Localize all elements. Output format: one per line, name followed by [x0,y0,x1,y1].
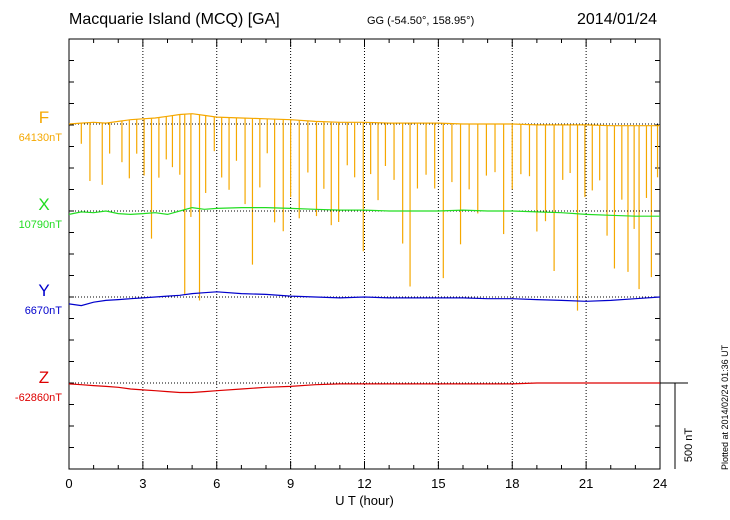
series-line-z [68,382,660,394]
tick-label-12: 12 [357,476,371,491]
station-coordinates: GG (-54.50°, 158.95°) [367,15,475,27]
series-name-y: Y [38,281,49,300]
x-axis-label: U T (hour) [335,493,394,508]
tick-label-24: 24 [653,476,667,491]
series-name-x: X [38,195,49,214]
tick-label-3: 3 [139,476,146,491]
series-line-x [68,206,660,217]
scale-bar-label: 500 nT [683,428,695,463]
labels-layer: F 64130nT X 10790nT Y 6670nT Z -62860nT [15,108,62,404]
tick-label-0: 0 [65,476,72,491]
series-line-y [68,291,661,307]
axis-ticks: 0 3 6 9 12 15 18 21 24 U T (hour) [65,38,667,508]
tick-label-21: 21 [579,476,593,491]
series-baseline-label-f: 64130nT [19,132,63,144]
series-layer [68,113,661,394]
chart-title: Macquarie Island (MCQ) [GA] [69,11,280,28]
series-name-f: F [39,108,49,127]
tick-label-9: 9 [287,476,294,491]
chart-date: 2014/01/24 [577,11,658,28]
tick-label-15: 15 [431,476,445,491]
grid [142,39,587,469]
series-baseline-label-x: 10790nT [19,219,63,231]
tick-label-18: 18 [505,476,519,491]
plotted-timestamp: Plotted at 2014/02/24 01:36 UT [720,344,730,470]
scale-bar: 500 nT [660,382,695,469]
plot-frame [68,38,661,470]
series-baseline-label-y: 6670nT [25,305,63,317]
tick-label-6: 6 [213,476,220,491]
series-baseline-label-z: -62860nT [15,392,62,404]
series-name-z: Z [39,368,49,387]
